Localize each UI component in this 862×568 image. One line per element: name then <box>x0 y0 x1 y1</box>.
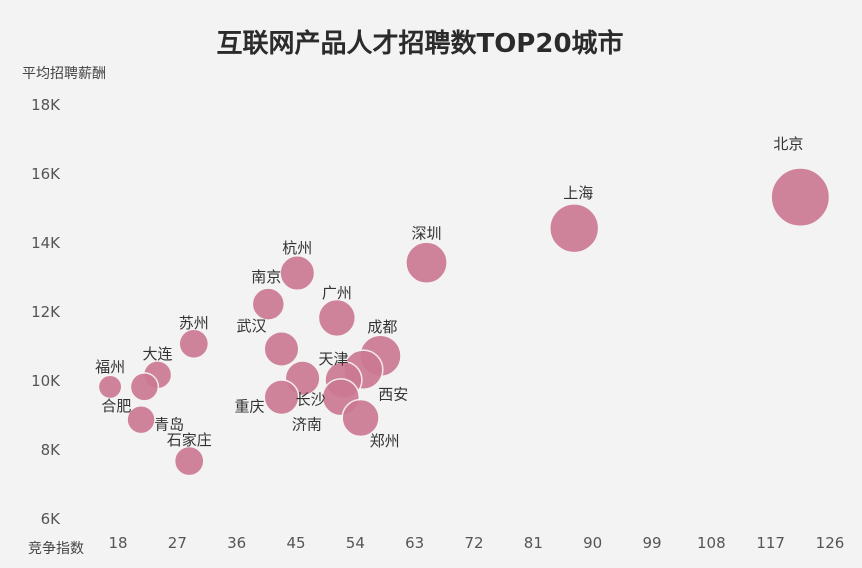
x-axis-ticks: 18 27 36 45 54 63 72 81 90 99 108 117 126 <box>108 534 844 552</box>
bubble-point[interactable] <box>263 379 300 416</box>
x-tick-label: 63 <box>405 534 424 552</box>
x-tick-label: 72 <box>464 534 483 552</box>
city-label: 广州 <box>322 284 352 302</box>
bubble-point[interactable] <box>770 167 831 228</box>
city-label: 长沙 <box>296 390 326 408</box>
bubble-point[interactable] <box>251 287 286 321</box>
city-label: 大连 <box>143 345 173 363</box>
city-label: 武汉 <box>236 317 266 335</box>
city-label: 南京 <box>251 268 281 286</box>
chart-title: 互联网产品人才招聘数TOP20城市 <box>216 28 623 59</box>
bubble-point[interactable] <box>405 241 448 285</box>
bubble-point[interactable] <box>173 445 205 477</box>
bubbles-layer <box>97 167 831 477</box>
city-label: 济南 <box>292 415 322 433</box>
x-tick-label: 18 <box>108 534 127 552</box>
city-label: 北京 <box>773 135 803 153</box>
y-axis-ticks: 6K 8K 10K 12K 14K 16K 18K <box>31 96 61 528</box>
y-tick-label: 8K <box>41 441 62 459</box>
city-label: 西安 <box>378 386 408 404</box>
bubble-point[interactable] <box>549 203 600 254</box>
x-tick-label: 90 <box>583 534 602 552</box>
y-tick-label: 10K <box>31 372 61 390</box>
x-tick-label: 27 <box>168 534 187 552</box>
y-tick-label: 18K <box>31 96 61 114</box>
x-tick-label: 99 <box>642 534 661 552</box>
y-axis-title: 平均招聘薪酬 <box>22 66 106 82</box>
x-tick-label: 54 <box>346 534 365 552</box>
x-tick-label: 117 <box>756 534 785 552</box>
x-tick-label: 126 <box>816 534 845 552</box>
bubble-point[interactable] <box>126 404 156 435</box>
x-tick-label: 81 <box>524 534 543 552</box>
city-label: 郑州 <box>370 432 400 450</box>
city-label: 苏州 <box>179 314 209 332</box>
bubble-point[interactable] <box>341 398 380 438</box>
x-axis-title: 竞争指数 <box>28 540 84 557</box>
bubble-point[interactable] <box>263 330 300 367</box>
y-tick-label: 14K <box>31 234 61 252</box>
y-tick-label: 6K <box>41 510 62 528</box>
bubble-point[interactable] <box>97 374 123 400</box>
bubble-point[interactable] <box>279 255 316 292</box>
bubble-point[interactable] <box>317 298 357 338</box>
city-label: 成都 <box>367 318 397 336</box>
city-label: 天津 <box>318 350 348 368</box>
city-label: 杭州 <box>282 239 312 257</box>
bubble-point[interactable] <box>178 328 210 360</box>
city-label: 合肥 <box>101 397 131 415</box>
city-label: 重庆 <box>234 397 264 415</box>
y-tick-label: 12K <box>31 303 61 321</box>
x-tick-label: 108 <box>697 534 726 552</box>
city-label: 深圳 <box>412 225 442 243</box>
x-tick-label: 45 <box>286 534 305 552</box>
bubble-point[interactable] <box>129 372 160 402</box>
city-label: 福州 <box>95 358 125 376</box>
city-label: 青岛 <box>154 416 184 434</box>
city-label: 石家庄 <box>167 431 212 449</box>
y-tick-label: 16K <box>31 165 61 183</box>
city-label: 上海 <box>563 184 593 202</box>
x-tick-label: 36 <box>227 534 246 552</box>
